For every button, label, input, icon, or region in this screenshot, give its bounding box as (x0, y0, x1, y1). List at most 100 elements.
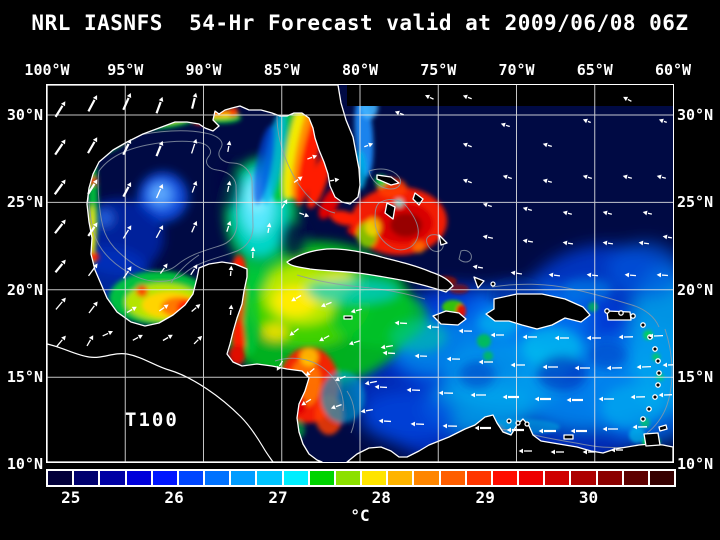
current-vector (490, 332, 504, 338)
current-vector (56, 335, 66, 348)
current-vector (658, 118, 667, 124)
current-vector (305, 368, 315, 376)
current-vector (88, 301, 98, 314)
current-vector (414, 353, 428, 359)
cayman-island (343, 315, 353, 320)
current-vector (482, 202, 492, 208)
colorbar-segment (309, 471, 334, 485)
current-vector (122, 182, 132, 198)
current-vector (574, 365, 590, 371)
current-vector (606, 365, 623, 371)
current-vector (191, 304, 201, 312)
current-vector (55, 297, 66, 310)
current-vector (534, 396, 551, 402)
current-vector (470, 392, 486, 398)
colorbar-segment (440, 471, 465, 485)
lon-tick: 85°W (263, 61, 300, 79)
current-vector (410, 421, 425, 427)
colorbar-segment (571, 471, 596, 485)
current-vector (442, 423, 458, 429)
current-vector (394, 320, 408, 326)
trinidad-tobago-islands (643, 424, 668, 447)
current-vector (155, 225, 164, 239)
lon-tick: 65°W (576, 61, 613, 79)
current-vector (522, 206, 532, 212)
current-vector-arrows (53, 92, 673, 455)
current-vector (570, 428, 587, 434)
lon-tick: 60°W (654, 61, 692, 79)
current-vector (293, 176, 303, 183)
colorbar-segment (649, 471, 675, 485)
current-vector (566, 397, 583, 403)
current-vector (191, 92, 198, 109)
pacific-coastline (47, 343, 274, 462)
current-vector (266, 222, 272, 234)
colorbar-segment (623, 471, 648, 485)
current-vector (350, 308, 362, 314)
current-vector (158, 304, 169, 312)
current-vector (330, 403, 342, 410)
current-vector (554, 335, 569, 341)
current-vector (642, 210, 653, 216)
current-vector (656, 174, 666, 180)
lat-tick: 15°N (6, 368, 43, 386)
current-vector (426, 324, 440, 330)
colorbar-segment (388, 471, 413, 485)
lon-tick: 90°W (185, 61, 222, 79)
lat-tick: 25°N (677, 193, 714, 212)
colorbar-segment (414, 471, 439, 485)
current-vector (636, 364, 652, 370)
current-vector (598, 396, 614, 402)
current-vector (87, 222, 98, 237)
colorbar-tick-label: 26 (164, 488, 184, 507)
current-vector (226, 140, 232, 153)
hispaniola-island (485, 293, 591, 330)
current-vector (281, 199, 288, 209)
colorbar-units: °C (350, 506, 370, 525)
colorbar-segment (545, 471, 570, 485)
current-vector (190, 264, 198, 276)
current-vector (364, 142, 374, 148)
current-vector (502, 174, 512, 180)
current-vector (622, 174, 633, 180)
current-vector (289, 328, 299, 336)
current-vector (87, 179, 98, 195)
lat-tick: 10°N (6, 455, 43, 473)
current-vector (378, 418, 392, 424)
current-vector (122, 225, 132, 239)
current-vector (602, 426, 618, 432)
current-vector (394, 110, 404, 116)
lat-tick: 30°N (677, 106, 714, 124)
lon-tick: 80°W (341, 61, 379, 79)
colorbar-segment (100, 471, 125, 485)
current-vector (446, 356, 461, 362)
colorbar-segment (74, 471, 99, 485)
current-vector (126, 306, 137, 314)
current-vector (658, 392, 673, 398)
current-vector (406, 387, 421, 393)
current-vector (320, 301, 332, 308)
colorbar-tick-label: 28 (371, 488, 391, 507)
current-vector (548, 272, 561, 278)
current-vector (582, 118, 591, 124)
colorbar-segment (257, 471, 282, 485)
current-vector (54, 139, 66, 156)
current-vector (586, 272, 599, 278)
current-vector (472, 264, 484, 270)
current-vector (162, 334, 173, 342)
lon-tick: 100°W (24, 61, 70, 79)
current-vector (191, 220, 198, 233)
current-vector (510, 270, 523, 276)
current-vector (291, 294, 302, 302)
current-vector (542, 178, 552, 184)
current-vector (662, 234, 673, 240)
current-vector (301, 398, 312, 406)
current-vector (582, 449, 595, 455)
colorbar-segment (231, 471, 256, 485)
current-vector (638, 240, 650, 246)
lat-tick: 20°N (6, 280, 43, 299)
colorbar-segment (597, 471, 622, 485)
current-vector (500, 122, 510, 128)
colorbar (46, 469, 676, 487)
colorbar-segment (492, 471, 518, 485)
